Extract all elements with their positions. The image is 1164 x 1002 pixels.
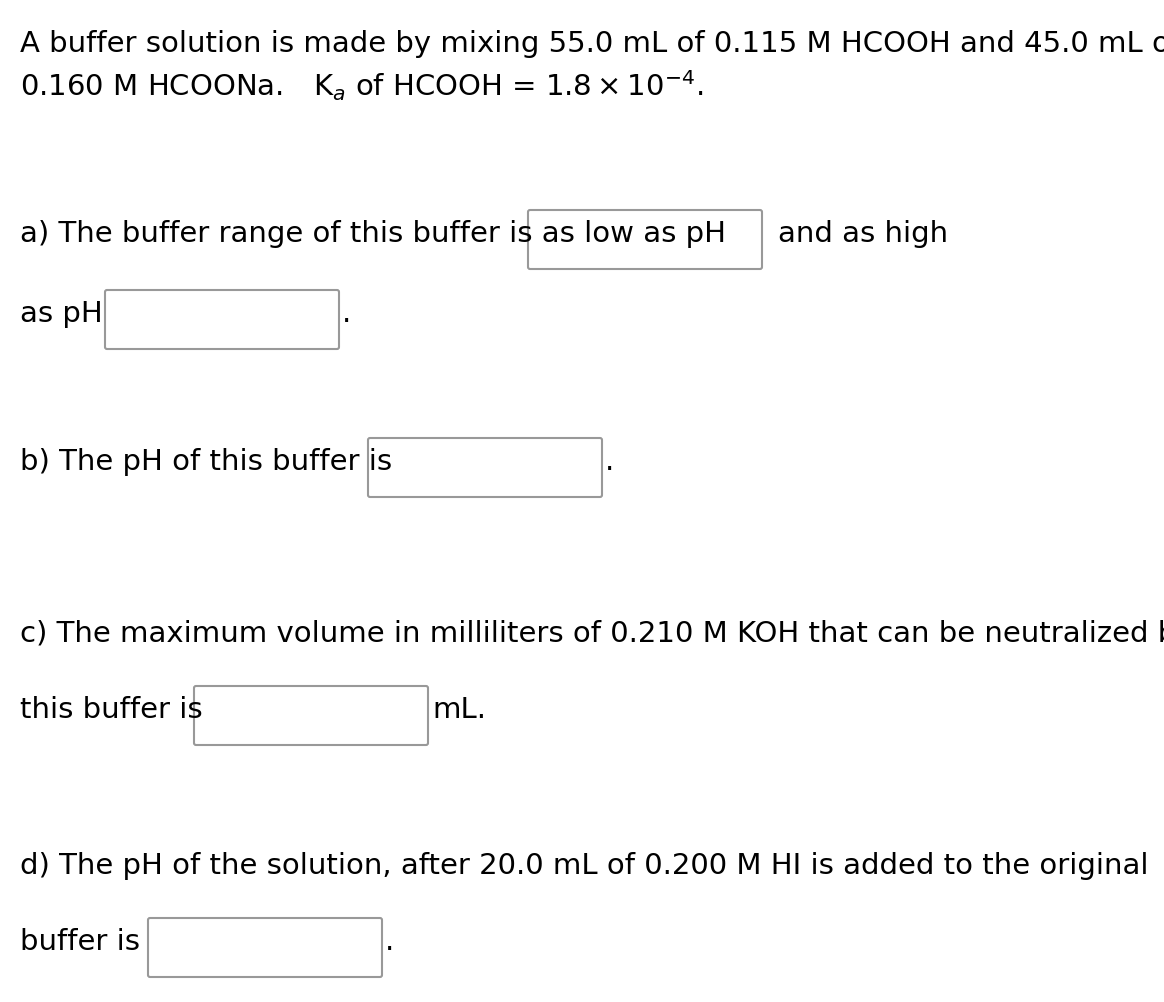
FancyBboxPatch shape [148, 918, 382, 977]
Text: A buffer solution is made by mixing 55.0 mL of 0.115 M HCOOH and 45.0 mL of: A buffer solution is made by mixing 55.0… [20, 30, 1164, 58]
FancyBboxPatch shape [105, 290, 339, 349]
Text: .: . [342, 300, 352, 328]
Text: d) The pH of the solution, after 20.0 mL of 0.200 M HI is added to the original: d) The pH of the solution, after 20.0 mL… [20, 852, 1149, 880]
Text: mL.: mL. [432, 696, 487, 724]
Text: a) The buffer range of this buffer is as low as pH: a) The buffer range of this buffer is as… [20, 220, 726, 248]
FancyBboxPatch shape [528, 210, 762, 269]
Text: c) The maximum volume in milliliters of 0.210 M KOH that can be neutralized by: c) The maximum volume in milliliters of … [20, 620, 1164, 648]
Text: .: . [605, 448, 615, 476]
Text: as pH: as pH [20, 300, 102, 328]
Text: .: . [385, 928, 395, 956]
Text: buffer is: buffer is [20, 928, 140, 956]
Text: and as high: and as high [778, 220, 949, 248]
Text: this buffer is: this buffer is [20, 696, 203, 724]
Text: b) The pH of this buffer is: b) The pH of this buffer is [20, 448, 392, 476]
FancyBboxPatch shape [194, 686, 428, 745]
FancyBboxPatch shape [368, 438, 602, 497]
Text: 0.160 M HCOONa. K$_a$ of HCOOH = 1.8 × 10$^{-4}$.: 0.160 M HCOONa. K$_a$ of HCOOH = 1.8 × 1… [20, 68, 703, 102]
